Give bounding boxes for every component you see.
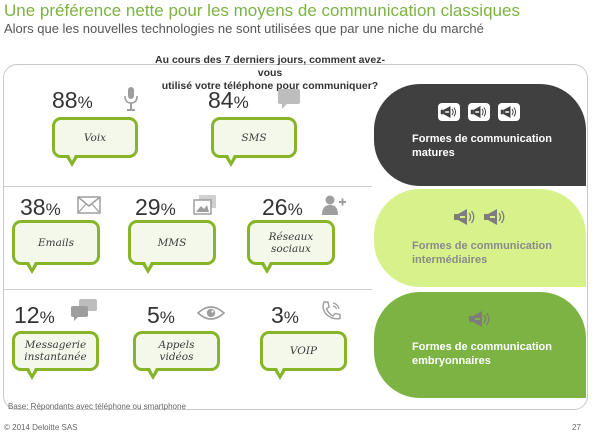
- maturity-label: Formes de communication intermédiaires: [412, 239, 552, 267]
- percentage-value: 88%: [52, 87, 93, 114]
- category-label: Appels vidéos: [158, 339, 195, 363]
- category-label: MMS: [157, 236, 187, 249]
- envelope-icon: [77, 196, 101, 219]
- percentage-number: 3: [271, 302, 284, 328]
- eye-icon: [196, 305, 226, 326]
- chat-bubbles-icon: [70, 298, 98, 327]
- bubble-tail-inner: [228, 155, 234, 161]
- percent-sign: %: [39, 308, 55, 327]
- maturity-label-line-1: Formes de communication: [412, 341, 552, 353]
- category-bubble: Appels vidéos: [133, 331, 220, 371]
- category-label: VOIP: [289, 345, 318, 357]
- percentage-number: 38: [20, 194, 46, 220]
- megaphone-icon: [438, 103, 460, 121]
- percent-sign: %: [233, 93, 249, 112]
- percentage-value: 12%: [14, 302, 55, 329]
- page-title: Une préférence nette pour les moyens de …: [4, 1, 520, 20]
- pictures-icon: [193, 194, 217, 221]
- maturity-label-line-1: Formes de communication: [412, 133, 552, 145]
- category-bubble: MMS: [128, 220, 216, 265]
- category-label: Messagerie instantanée: [24, 339, 87, 363]
- maturity-blob: [374, 84, 586, 186]
- percentage-value: 5%: [147, 302, 175, 329]
- bubble-tail: [142, 264, 154, 274]
- bubble-tail-inner: [264, 262, 270, 268]
- category-bubble: Voix: [52, 117, 138, 158]
- maturity-blob: [374, 189, 586, 287]
- row-divider: [4, 289, 372, 290]
- footer-copyright: © 2014 Deloitte SAS: [4, 423, 78, 432]
- bubble-tail: [147, 370, 159, 380]
- percent-sign: %: [160, 200, 176, 219]
- percentage-number: 84: [208, 87, 234, 113]
- maturity-label: Formes de communication matures: [412, 132, 552, 160]
- percentage-number: 29: [135, 194, 161, 220]
- maturity-label-line-2: embryonnaires: [412, 355, 491, 367]
- category-label: Emails: [38, 236, 74, 249]
- bubble-tail-inner: [69, 155, 75, 161]
- chart-panel: [3, 64, 588, 410]
- microphone-icon: [123, 86, 139, 117]
- row-divider: [4, 186, 372, 187]
- category-bubble: SMS: [211, 117, 297, 158]
- percent-sign: %: [283, 308, 299, 327]
- megaphone-icon: [468, 103, 490, 121]
- percent-sign: %: [287, 200, 303, 219]
- bubble-tail-inner: [277, 368, 283, 374]
- category-label: Voix: [83, 131, 107, 144]
- speech-bubble-icon: [277, 88, 301, 115]
- survey-question: Au cours des 7 derniers jours, comment a…: [150, 54, 390, 93]
- bubble-tail: [274, 370, 286, 380]
- percent-sign: %: [159, 308, 175, 327]
- megaphone-icon: [468, 310, 492, 333]
- page-subtitle: Alors que les nouvelles technologies ne …: [4, 21, 484, 36]
- category-bubble: Emails: [12, 220, 100, 265]
- category-label: SMS: [241, 131, 267, 144]
- category-bubble: Messagerie instantanée: [12, 331, 99, 371]
- bubble-tail: [66, 157, 78, 167]
- category-bubble: Réseaux sociaux: [247, 220, 335, 265]
- survey-question-line-2: utilisé votre téléphone pour communiquer…: [161, 80, 379, 92]
- percentage-value: 26%: [262, 194, 303, 221]
- bubble-tail: [26, 264, 38, 274]
- bubble-tail: [225, 157, 237, 167]
- percentage-value: 38%: [20, 194, 61, 221]
- percentage-number: 5: [147, 302, 160, 328]
- bubble-tail-inner: [29, 368, 35, 374]
- percentage-number: 12: [14, 302, 40, 328]
- percentage-number: 26: [262, 194, 288, 220]
- megaphone-icon: [483, 208, 507, 231]
- category-bubble: VOIP: [260, 331, 347, 371]
- percent-sign: %: [45, 200, 61, 219]
- percentage-value: 29%: [135, 194, 176, 221]
- category-label: Réseaux sociaux: [268, 230, 314, 255]
- percentage-number: 88: [52, 87, 78, 113]
- percentage-value: 84%: [208, 87, 249, 114]
- megaphone-icon: [498, 103, 520, 121]
- percent-sign: %: [77, 93, 93, 112]
- bubble-tail: [261, 264, 273, 274]
- maturity-label: Formes de communication embryonnaires: [412, 340, 552, 368]
- maturity-blob: [374, 292, 586, 398]
- maturity-label-line-2: intermédiaires: [412, 254, 488, 266]
- phone-icon: [320, 300, 342, 327]
- bubble-tail-inner: [145, 262, 151, 268]
- bubble-tail-inner: [29, 262, 35, 268]
- megaphone-icon: [453, 208, 477, 231]
- percentage-value: 3%: [271, 302, 299, 329]
- maturity-label-line-2: matures: [412, 147, 455, 159]
- bubble-tail-inner: [150, 368, 156, 374]
- maturity-label-line-1: Formes de communication: [412, 240, 552, 252]
- survey-question-line-1: Au cours des 7 derniers jours, comment a…: [155, 54, 385, 79]
- add-user-icon: [321, 194, 347, 221]
- page-number: 27: [572, 423, 581, 432]
- base-note: Base: Répondants avec téléphone ou smart…: [8, 402, 186, 411]
- bubble-tail: [26, 370, 38, 380]
